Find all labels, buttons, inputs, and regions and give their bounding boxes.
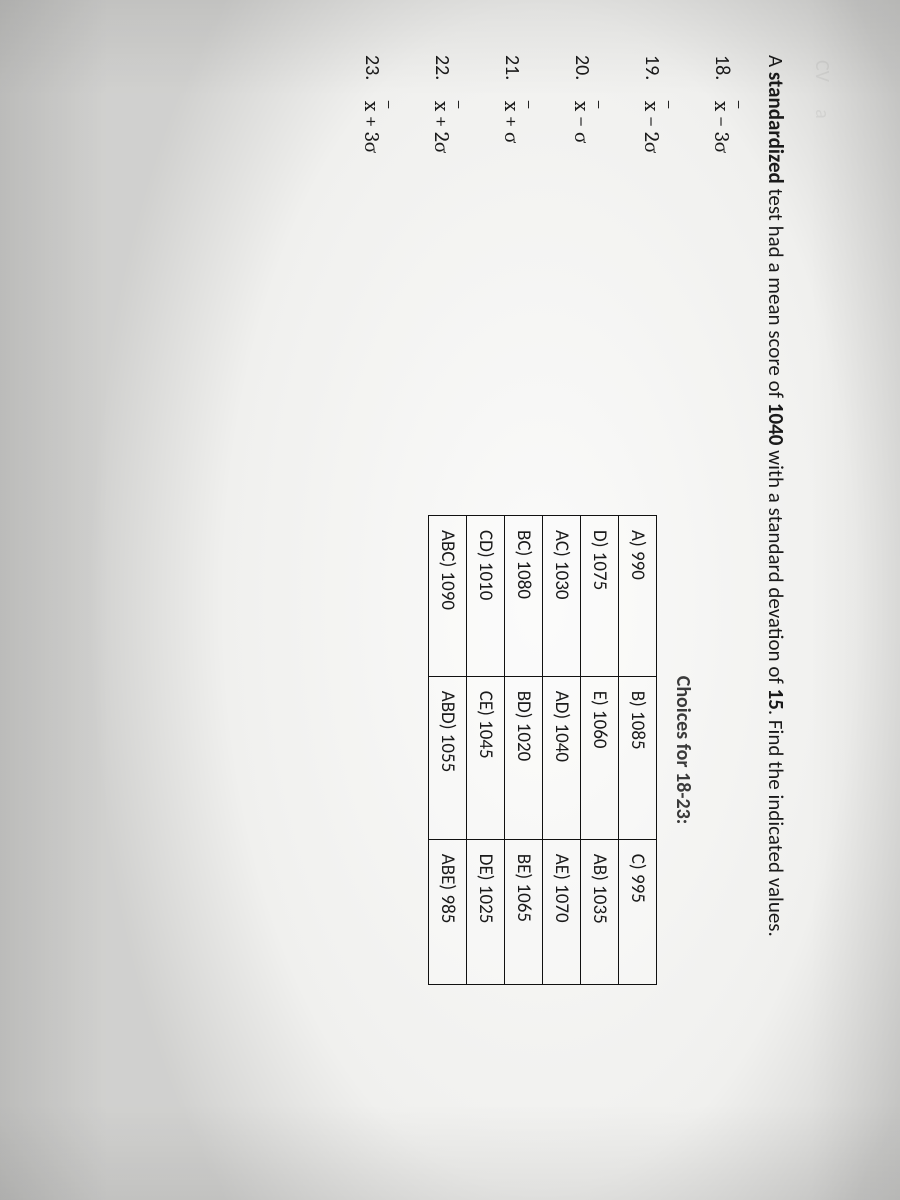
bleed-through: CV a (810, 60, 834, 119)
choice-cell: DE) 1025 (467, 839, 505, 984)
question-row: 18. x − 3σ (710, 55, 734, 1155)
prompt-bold-3: 15 (763, 689, 789, 710)
choice-cell: BD) 1020 (505, 676, 543, 839)
choice-cell: AB) 1035 (581, 839, 619, 984)
prompt-text: . Find the indicated values. (763, 710, 789, 937)
problem-prompt: A standardized test had a mean score of … (762, 55, 790, 1115)
table-row: CD) 1010 CE) 1045 DE) 1025 (467, 516, 505, 985)
prompt-bold-2: 1040 (763, 403, 789, 446)
choice-cell: BC) 1080 (505, 516, 543, 677)
prompt-text: A (763, 55, 789, 72)
prompt-text: with a standard devation of (763, 445, 789, 688)
prompt-bold-1: standardized (763, 72, 789, 184)
question-number: 18. (712, 55, 732, 101)
question-number: 19. (642, 55, 662, 101)
table-row: BC) 1080 BD) 1020 BE) 1065 (505, 516, 543, 985)
question-expression: x − 2σ (640, 101, 664, 153)
choice-cell: D) 1075 (581, 516, 619, 677)
question-expression: x + 3σ (360, 101, 384, 153)
choice-cell: AD) 1040 (543, 676, 581, 839)
choices-table: A) 990 B) 1085 C) 995 D) 1075 E) 1060 AB… (428, 515, 657, 985)
choice-cell: B) 1085 (619, 676, 657, 839)
choice-cell: CD) 1010 (467, 516, 505, 677)
choice-cell: ABC) 1090 (429, 516, 467, 677)
choice-cell: C) 995 (619, 839, 657, 984)
question-expression: x + σ (500, 101, 524, 143)
choice-cell: ABD) 1055 (429, 676, 467, 839)
table-row: D) 1075 E) 1060 AB) 1035 (581, 516, 619, 985)
choice-cell: ABE) 985 (429, 839, 467, 984)
choice-cell: E) 1060 (581, 676, 619, 839)
choices-title: Choices for 18-23: (671, 470, 695, 1030)
table-row: ABC) 1090 ABD) 1055 ABE) 985 (429, 516, 467, 985)
question-expression: x − 3σ (710, 101, 734, 153)
question-row: 23. x + 3σ (360, 55, 384, 1155)
choices-section: Choices for 18-23: A) 990 B) 1085 C) 995… (428, 470, 695, 1030)
table-row: AC) 1030 AD) 1040 AE) 1070 (543, 516, 581, 985)
choice-cell: AC) 1030 (543, 516, 581, 677)
choice-cell: BE) 1065 (505, 839, 543, 984)
table-row: A) 990 B) 1085 C) 995 (619, 516, 657, 985)
choice-cell: AE) 1070 (543, 839, 581, 984)
bleed-through (236, 60, 260, 96)
choice-cell: CE) 1045 (467, 676, 505, 839)
question-expression: x + 2σ (430, 101, 454, 153)
worksheet-page: A standardized test had a mean score of … (0, 0, 900, 1200)
question-number: 20. (572, 55, 592, 101)
question-number: 22. (432, 55, 452, 101)
question-expression: x − σ (570, 101, 594, 143)
prompt-text: test had a mean score of (763, 184, 789, 403)
question-number: 23. (362, 55, 382, 101)
question-number: 21. (502, 55, 522, 101)
choice-cell: A) 990 (619, 516, 657, 677)
